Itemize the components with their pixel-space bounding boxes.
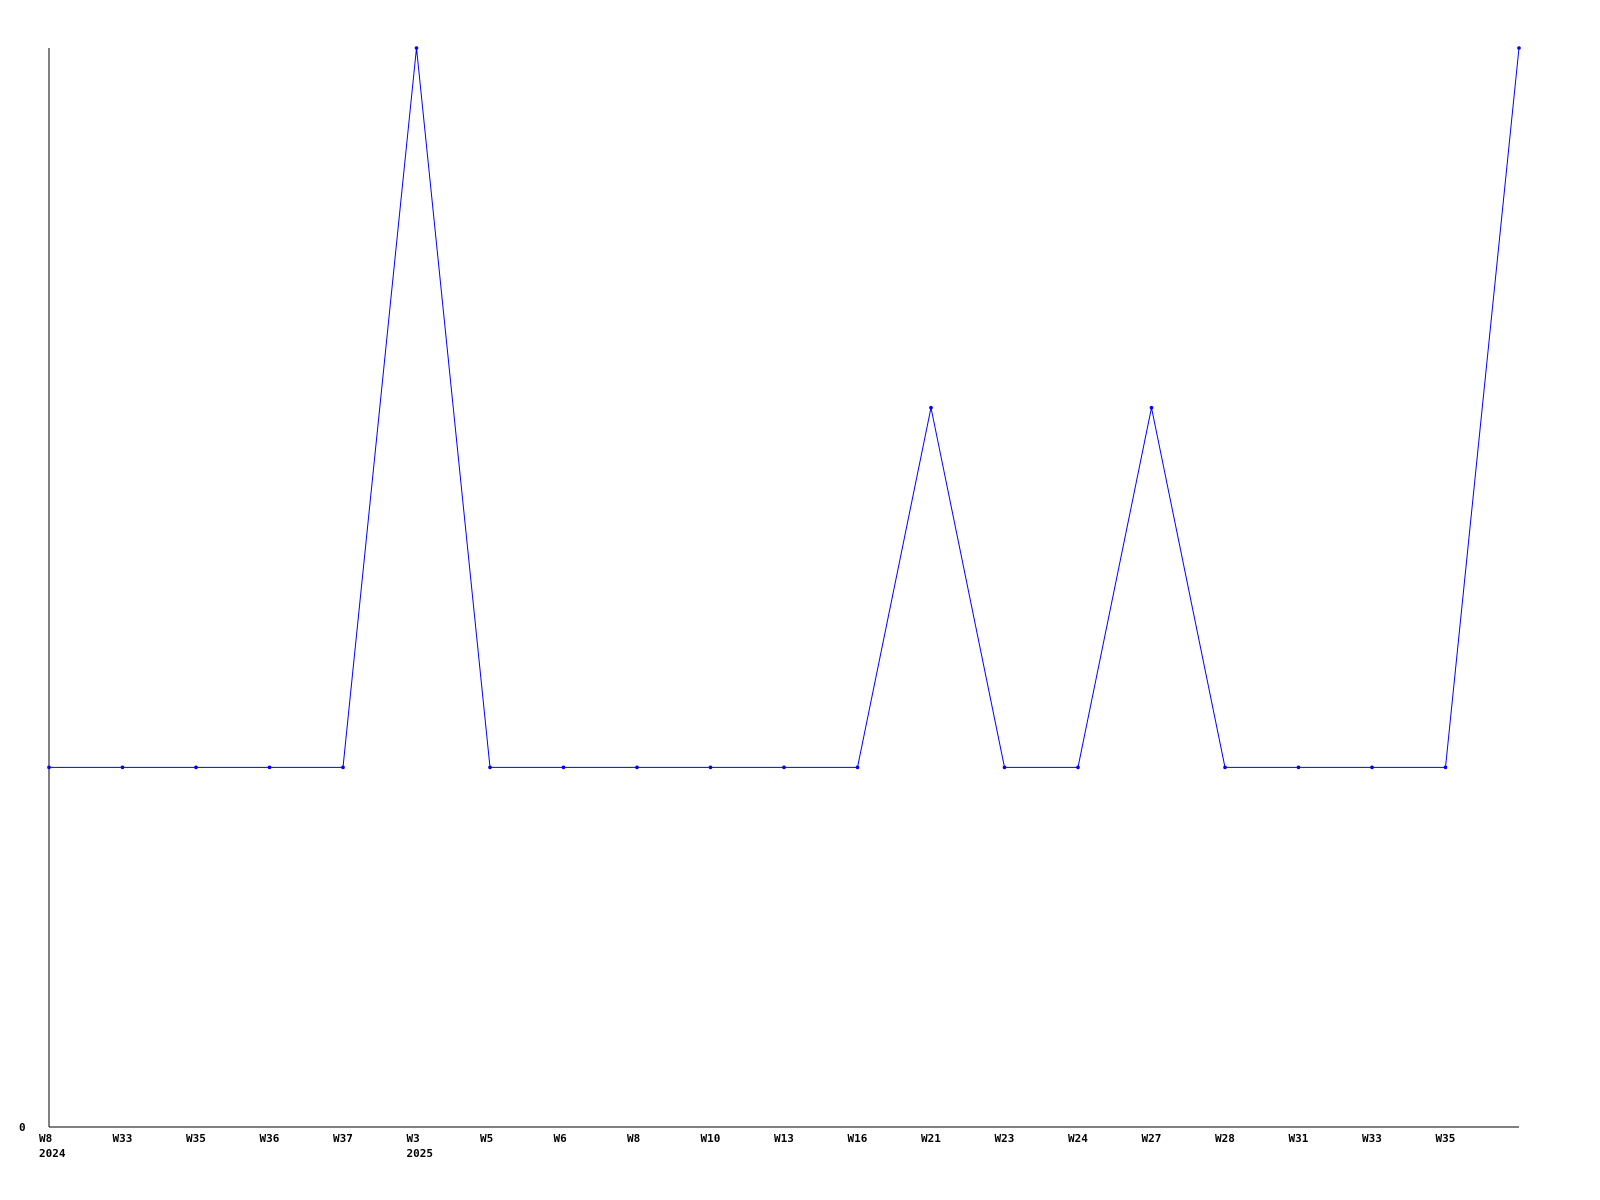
x-tick-label: W28	[1215, 1132, 1235, 1145]
data-point	[414, 46, 419, 50]
x-tick-label: W37	[333, 1132, 353, 1145]
x-tick-label: W24	[1068, 1132, 1088, 1145]
data-point	[488, 765, 492, 770]
data-point	[267, 765, 272, 770]
x-tick-label: W35	[1436, 1132, 1456, 1145]
x-tick-label: W13	[774, 1132, 794, 1145]
data-point	[1076, 765, 1080, 770]
x-tick-label: W6	[554, 1132, 568, 1145]
data-point	[47, 765, 51, 770]
x-tick-label: W23	[995, 1132, 1015, 1145]
data-point	[1149, 405, 1154, 410]
data-point	[1223, 765, 1227, 770]
x-tick-label: W5	[480, 1132, 493, 1145]
data-point	[341, 765, 345, 770]
x-tick-label: W8	[39, 1132, 52, 1145]
x-tick-label: W33	[1362, 1132, 1382, 1145]
data-point	[194, 765, 198, 770]
data-point	[782, 765, 786, 770]
x-tick-label: W3	[407, 1132, 420, 1145]
data-point	[561, 765, 566, 770]
data-point	[1443, 765, 1448, 770]
year-label: 2024	[39, 1147, 66, 1160]
year-label: 2025	[407, 1147, 434, 1160]
y-tick-label: 0	[19, 1121, 26, 1134]
data-point	[1370, 765, 1374, 770]
data-point	[929, 405, 933, 410]
data-point	[1002, 765, 1007, 770]
data-point	[1296, 765, 1301, 770]
series-line	[49, 47, 1520, 768]
x-tick-label: W35	[186, 1132, 206, 1145]
x-tick-label: W10	[701, 1132, 721, 1145]
x-tick-label: W8	[627, 1132, 640, 1145]
x-tick-label: W33	[113, 1132, 133, 1145]
data-point	[708, 765, 713, 770]
data-point	[635, 765, 639, 770]
x-tick-label: W21	[921, 1132, 941, 1145]
data-point	[855, 765, 860, 770]
data-point	[1517, 46, 1521, 50]
x-tick-label: W16	[848, 1132, 868, 1145]
x-tick-label: W27	[1142, 1132, 1162, 1145]
data-point	[120, 765, 125, 770]
x-tick-label: W31	[1289, 1132, 1309, 1145]
x-tick-label: W36	[260, 1132, 280, 1145]
